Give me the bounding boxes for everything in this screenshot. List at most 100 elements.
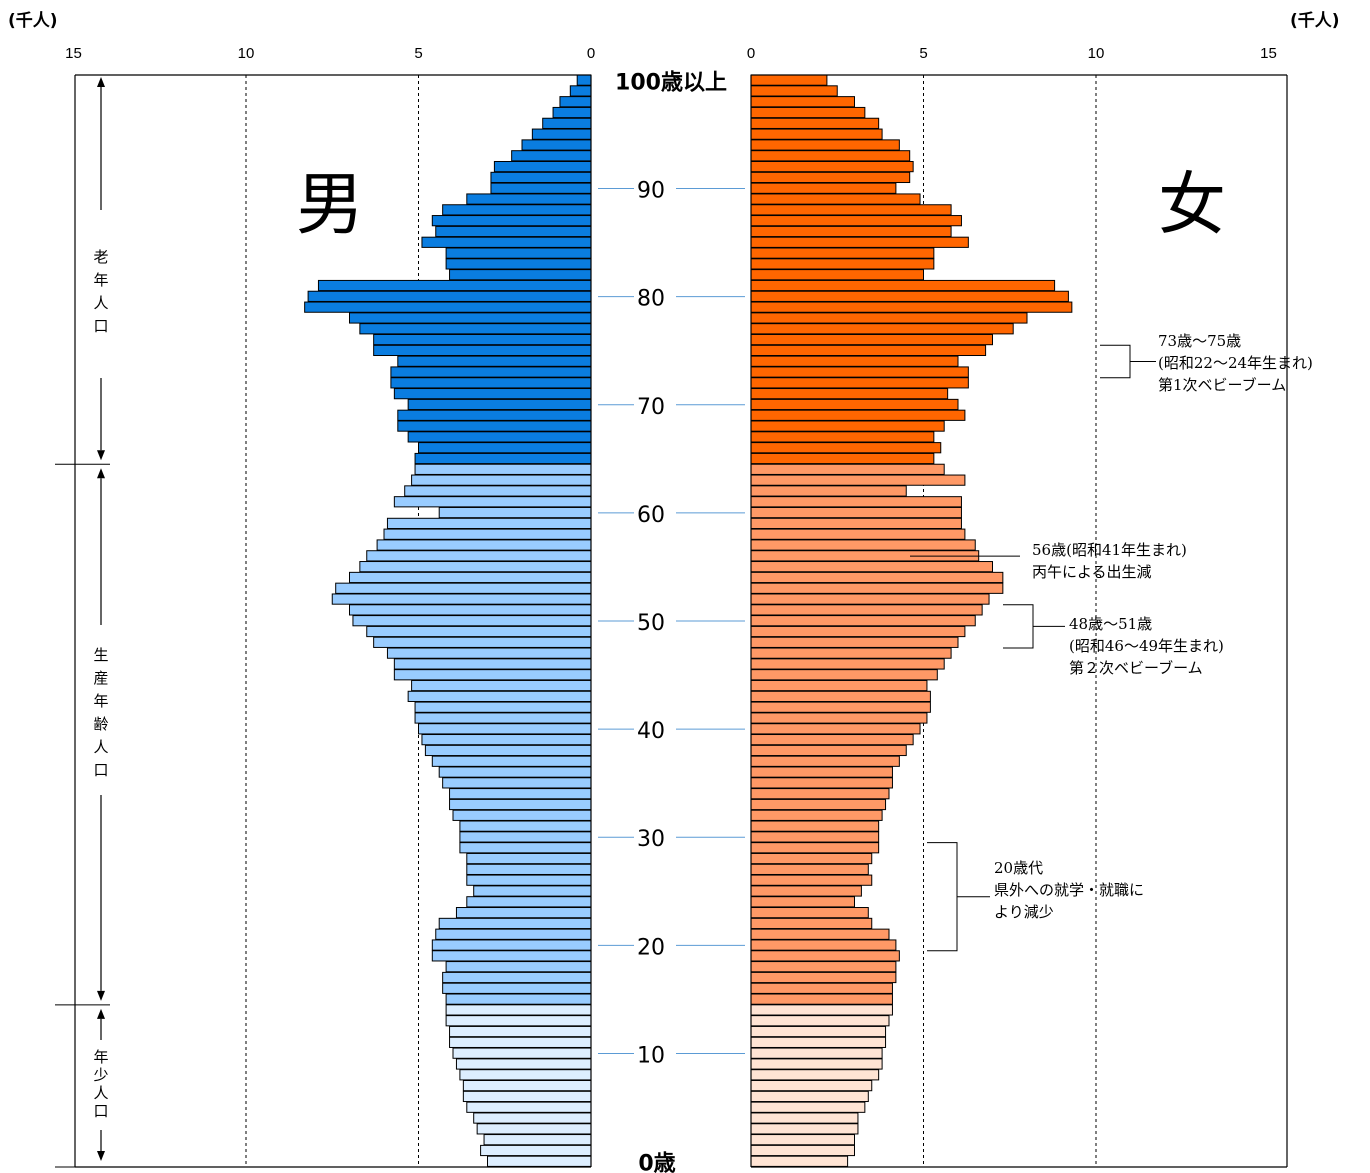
annotation-text: より減少 bbox=[994, 903, 1054, 921]
female-bar bbox=[750, 355, 959, 367]
female-bar bbox=[750, 301, 1073, 313]
female-bar bbox=[750, 528, 966, 540]
female-bar bbox=[750, 517, 962, 529]
male-bar bbox=[466, 1101, 592, 1113]
age-label: 20 bbox=[637, 935, 665, 960]
female-bar bbox=[750, 409, 966, 421]
female-bar bbox=[750, 701, 931, 713]
male-bar bbox=[466, 874, 592, 886]
annotation-text: 県外への就学・就職に bbox=[994, 881, 1144, 899]
female-bar bbox=[750, 442, 942, 454]
female-bar bbox=[750, 1144, 855, 1157]
female-bar bbox=[750, 723, 921, 735]
male-bar bbox=[383, 528, 592, 540]
labels: 100歳以上 90 80 70 60 50 40 30 20 10 0歳 男 女 bbox=[296, 70, 1226, 1173]
annotation-text: 丙午による出生減 bbox=[1032, 563, 1152, 581]
female-bar bbox=[750, 96, 855, 108]
male-bar bbox=[442, 777, 592, 789]
female-bar bbox=[750, 788, 890, 800]
age-label: 40 bbox=[637, 719, 665, 744]
female-bar bbox=[750, 182, 897, 194]
male-bar bbox=[466, 193, 592, 205]
male-bar bbox=[373, 344, 592, 357]
male-bar bbox=[304, 301, 592, 313]
male-bar bbox=[521, 139, 592, 151]
female-bar bbox=[750, 679, 928, 692]
arrow-head bbox=[97, 77, 105, 87]
male-bar bbox=[421, 236, 592, 248]
female-bar bbox=[750, 777, 893, 789]
male-bar bbox=[576, 74, 592, 86]
arrow-head bbox=[97, 1151, 105, 1161]
female-bar bbox=[750, 561, 993, 573]
female-bar bbox=[750, 290, 1069, 302]
female-bar bbox=[750, 820, 880, 832]
female-bar bbox=[750, 928, 890, 940]
age-label: 90 bbox=[637, 179, 665, 204]
male-bar bbox=[442, 971, 592, 984]
male-bar bbox=[414, 701, 592, 713]
male-bar bbox=[438, 506, 592, 519]
group-label-working: 人 bbox=[93, 738, 108, 756]
unit-label-left: (千人) bbox=[8, 11, 58, 31]
male-bar bbox=[431, 939, 592, 951]
male-bar bbox=[476, 1123, 592, 1135]
male-bar bbox=[552, 106, 592, 119]
male-bar bbox=[459, 1069, 592, 1081]
female-bar bbox=[750, 809, 883, 821]
annotation-text: 73歳～75歳 bbox=[1158, 332, 1241, 350]
female-bar bbox=[750, 874, 873, 886]
male-bar bbox=[445, 993, 592, 1005]
male-bar bbox=[431, 215, 592, 227]
male-bar bbox=[455, 1058, 592, 1070]
male-bar bbox=[349, 312, 592, 324]
female-bar bbox=[750, 961, 897, 973]
female-bar bbox=[750, 247, 935, 259]
x-tick-label-female: 5 bbox=[919, 45, 927, 62]
male-bar bbox=[452, 1047, 592, 1059]
male-bar bbox=[435, 928, 592, 940]
female-bar bbox=[750, 1069, 880, 1081]
female-bar bbox=[750, 615, 976, 627]
male-bar bbox=[393, 658, 592, 670]
male-bar bbox=[407, 398, 592, 411]
male-bar bbox=[352, 615, 592, 627]
female-bar bbox=[750, 139, 900, 151]
group-label-old: 人 bbox=[93, 294, 108, 312]
male-bar bbox=[393, 669, 592, 681]
female-bar bbox=[750, 215, 962, 227]
male-bar bbox=[397, 355, 592, 367]
female-bar bbox=[750, 377, 969, 389]
male-bar bbox=[480, 1144, 592, 1157]
male-bar bbox=[442, 204, 592, 216]
female-bar bbox=[750, 1058, 883, 1070]
male-bar bbox=[307, 290, 592, 302]
male-bar bbox=[373, 333, 592, 346]
male-bar bbox=[431, 950, 592, 962]
group-label-working: 口 bbox=[93, 761, 108, 779]
female-bar bbox=[750, 1004, 893, 1016]
male-bar bbox=[414, 452, 592, 465]
annotation-text: 第２次ベビーブーム bbox=[1069, 659, 1203, 677]
male-bar bbox=[397, 409, 592, 421]
female-bar bbox=[750, 863, 869, 875]
female-bar bbox=[750, 420, 945, 432]
male-bar bbox=[424, 744, 592, 757]
male-bar bbox=[466, 852, 592, 865]
male-bar bbox=[393, 496, 592, 508]
female-bar bbox=[750, 982, 893, 994]
female-bar bbox=[750, 950, 900, 962]
male-bar bbox=[483, 1134, 592, 1146]
male-bar bbox=[421, 734, 592, 746]
annotation-bracket bbox=[927, 842, 958, 952]
group-label-working: 齢 bbox=[93, 715, 108, 733]
group-label-old: 年 bbox=[93, 271, 108, 289]
female-bar bbox=[750, 463, 945, 475]
female-bar bbox=[750, 323, 1014, 335]
female-label: 女 bbox=[1158, 166, 1226, 245]
female-bar bbox=[750, 74, 828, 86]
male-bar bbox=[449, 1025, 592, 1038]
annotation-text: 第1次ベビーブーム bbox=[1158, 376, 1286, 394]
male-bar bbox=[452, 809, 592, 821]
